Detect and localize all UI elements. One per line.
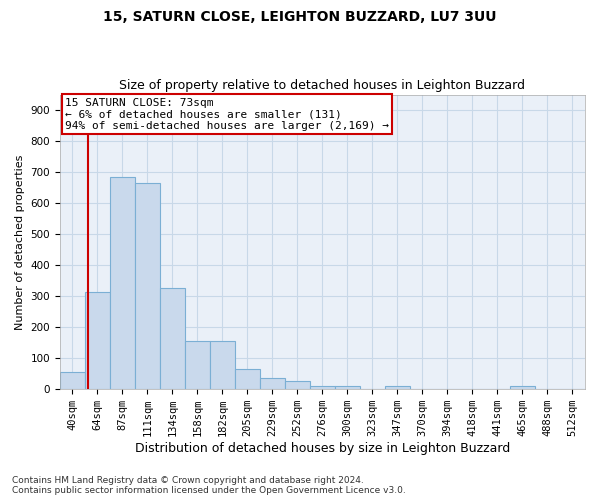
- Text: Contains HM Land Registry data © Crown copyright and database right 2024.
Contai: Contains HM Land Registry data © Crown c…: [12, 476, 406, 495]
- Bar: [135, 183, 160, 389]
- Bar: [260, 378, 285, 389]
- Bar: [310, 386, 335, 389]
- Text: 15, SATURN CLOSE, LEIGHTON BUZZARD, LU7 3UU: 15, SATURN CLOSE, LEIGHTON BUZZARD, LU7 …: [103, 10, 497, 24]
- Text: 15 SATURN CLOSE: 73sqm
← 6% of detached houses are smaller (131)
94% of semi-det: 15 SATURN CLOSE: 73sqm ← 6% of detached …: [65, 98, 389, 130]
- Bar: [235, 369, 260, 389]
- Bar: [385, 386, 410, 389]
- X-axis label: Distribution of detached houses by size in Leighton Buzzard: Distribution of detached houses by size …: [135, 442, 510, 455]
- Y-axis label: Number of detached properties: Number of detached properties: [15, 154, 25, 330]
- Bar: [110, 177, 135, 389]
- Bar: [85, 292, 110, 389]
- Title: Size of property relative to detached houses in Leighton Buzzard: Size of property relative to detached ho…: [119, 79, 526, 92]
- Bar: [335, 386, 360, 389]
- Bar: [285, 382, 310, 389]
- Bar: [210, 341, 235, 389]
- Bar: [160, 288, 185, 389]
- Bar: [510, 386, 535, 389]
- Bar: [185, 341, 210, 389]
- Bar: [60, 372, 85, 389]
